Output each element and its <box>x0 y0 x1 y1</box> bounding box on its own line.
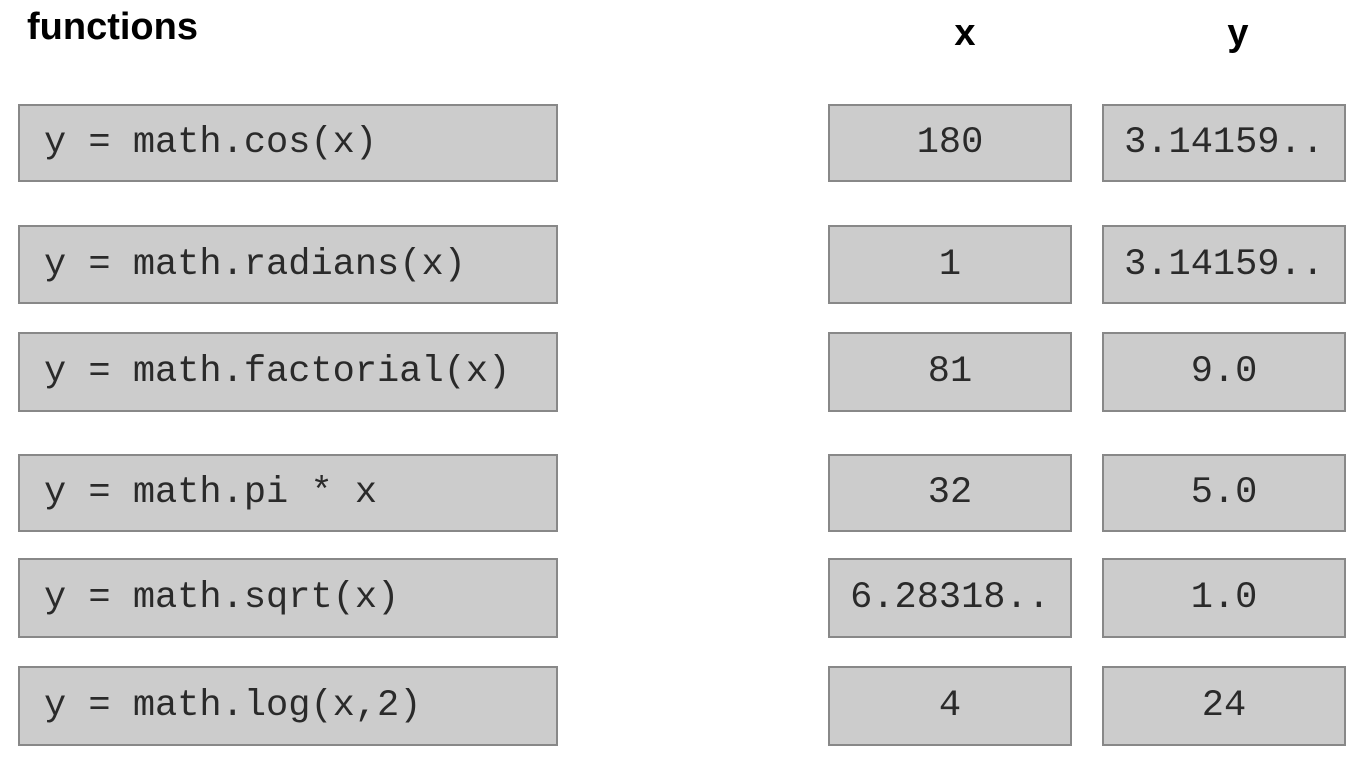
y-value-box[interactable]: 9.0 <box>1102 332 1346 412</box>
x-value-box[interactable]: 81 <box>828 332 1072 412</box>
x-value-box[interactable]: 1 <box>828 225 1072 304</box>
function-box[interactable]: y = math.sqrt(x) <box>18 558 558 638</box>
x-column-heading: x <box>954 12 976 54</box>
x-value-box[interactable]: 6.28318.. <box>828 558 1072 638</box>
function-box[interactable]: y = math.radians(x) <box>18 225 558 304</box>
y-value-box[interactable]: 3.14159.. <box>1102 225 1346 304</box>
x-value-box[interactable]: 32 <box>828 454 1072 532</box>
function-box[interactable]: y = math.log(x,2) <box>18 666 558 746</box>
y-value-box[interactable]: 24 <box>1102 666 1346 746</box>
y-column-heading: y <box>1227 12 1249 54</box>
functions-heading: functions <box>27 6 198 48</box>
y-value-box[interactable]: 5.0 <box>1102 454 1346 532</box>
function-box[interactable]: y = math.pi * x <box>18 454 558 532</box>
y-value-box[interactable]: 1.0 <box>1102 558 1346 638</box>
y-value-box[interactable]: 3.14159.. <box>1102 104 1346 182</box>
function-box[interactable]: y = math.cos(x) <box>18 104 558 182</box>
x-value-box[interactable]: 180 <box>828 104 1072 182</box>
x-value-box[interactable]: 4 <box>828 666 1072 746</box>
function-box[interactable]: y = math.factorial(x) <box>18 332 558 412</box>
